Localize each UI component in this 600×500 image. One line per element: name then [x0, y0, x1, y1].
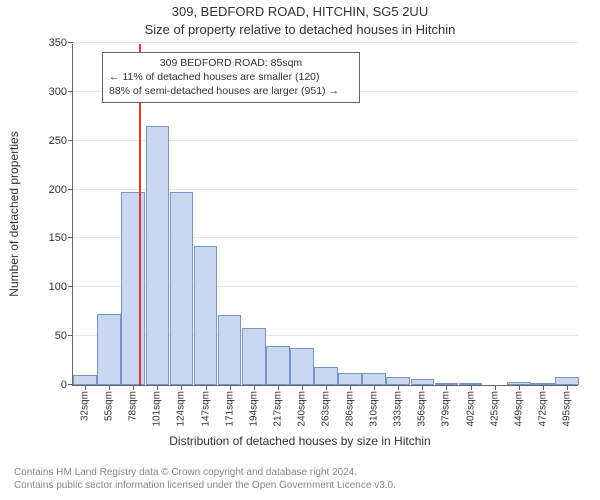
xtick-label: 171sqm — [224, 391, 235, 427]
xtick-label: 194sqm — [248, 391, 259, 427]
annotation-line: 88% of semi-detached houses are larger (… — [109, 84, 353, 98]
histogram-bar — [73, 375, 97, 385]
annotation-line: ← 11% of detached houses are smaller (12… — [109, 70, 353, 84]
xtick-label: 263sqm — [321, 391, 332, 427]
xtick-label: 310sqm — [369, 391, 380, 427]
xtick-label: 55sqm — [104, 391, 115, 421]
ytick-label: 100 — [49, 281, 67, 293]
footer-line-1: Contains HM Land Registry data © Crown c… — [14, 466, 396, 479]
xtick-mark — [278, 385, 279, 390]
xtick-label: 425sqm — [489, 391, 500, 427]
histogram-bar — [242, 328, 266, 385]
xtick-label: 449sqm — [513, 391, 524, 427]
xtick-label: 101sqm — [152, 391, 163, 427]
y-axis-title: Number of detached properties — [7, 43, 21, 385]
xtick-mark — [495, 385, 496, 390]
ytick-label: 350 — [49, 37, 67, 49]
histogram-bar — [121, 192, 145, 385]
ytick-mark — [68, 140, 73, 141]
ytick-mark — [68, 91, 73, 92]
histogram-bar — [170, 192, 194, 385]
ytick-mark — [68, 237, 73, 238]
xtick-mark — [350, 385, 351, 390]
xtick-label: 356sqm — [417, 391, 428, 427]
xtick-mark — [519, 385, 520, 390]
histogram-bar — [555, 377, 579, 385]
ytick-label: 50 — [55, 330, 67, 342]
histogram-bar — [266, 346, 290, 385]
histogram-bar — [146, 126, 170, 385]
xtick-mark — [374, 385, 375, 390]
ytick-mark — [68, 189, 73, 190]
xtick-label: 495sqm — [561, 391, 572, 427]
xtick-label: 32sqm — [80, 391, 91, 421]
xtick-label: 286sqm — [345, 391, 356, 427]
ytick-label: 300 — [49, 86, 67, 98]
xtick-label: 472sqm — [537, 391, 548, 427]
page-title: 309, BEDFORD ROAD, HITCHIN, SG5 2UU — [0, 4, 600, 19]
xtick-label: 217sqm — [272, 391, 283, 427]
xtick-label: 78sqm — [128, 391, 139, 421]
histogram-bar — [218, 315, 242, 385]
xtick-label: 379sqm — [441, 391, 452, 427]
xtick-mark — [326, 385, 327, 390]
xtick-mark — [422, 385, 423, 390]
histogram-bar — [194, 246, 218, 385]
footer-line-2: Contains public sector information licen… — [14, 479, 396, 492]
xtick-mark — [85, 385, 86, 390]
xtick-mark — [567, 385, 568, 390]
ytick-label: 0 — [61, 379, 67, 391]
ytick-mark — [68, 286, 73, 287]
xtick-mark — [446, 385, 447, 390]
ytick-mark — [68, 42, 73, 43]
xtick-mark — [109, 385, 110, 390]
annotation-line: 309 BEDFORD ROAD: 85sqm — [109, 56, 353, 70]
xtick-mark — [157, 385, 158, 390]
histogram-bar — [338, 373, 362, 385]
xtick-label: 402sqm — [465, 391, 476, 427]
xtick-mark — [206, 385, 207, 390]
ytick-mark — [68, 335, 73, 336]
ytick-label: 200 — [49, 184, 67, 196]
x-axis-title: Distribution of detached houses by size … — [0, 434, 600, 448]
histogram-bar — [290, 348, 314, 385]
xtick-mark — [133, 385, 134, 390]
histogram-bar — [314, 367, 338, 385]
ytick-label: 250 — [49, 135, 67, 147]
xtick-mark — [302, 385, 303, 390]
xtick-mark — [230, 385, 231, 390]
xtick-label: 147sqm — [200, 391, 211, 427]
gridline — [73, 42, 578, 43]
histogram-bar — [97, 314, 121, 385]
histogram-bar — [386, 377, 410, 385]
xtick-mark — [471, 385, 472, 390]
footer-attribution: Contains HM Land Registry data © Crown c… — [14, 466, 396, 492]
xtick-mark — [543, 385, 544, 390]
annotation-box: 309 BEDFORD ROAD: 85sqm← 11% of detached… — [102, 52, 360, 103]
ytick-label: 150 — [49, 232, 67, 244]
xtick-mark — [398, 385, 399, 390]
xtick-mark — [254, 385, 255, 390]
histogram-bar — [362, 373, 386, 385]
page-subtitle: Size of property relative to detached ho… — [0, 22, 600, 37]
xtick-label: 240sqm — [296, 391, 307, 427]
xtick-label: 333sqm — [393, 391, 404, 427]
xtick-label: 124sqm — [176, 391, 187, 427]
xtick-mark — [181, 385, 182, 390]
